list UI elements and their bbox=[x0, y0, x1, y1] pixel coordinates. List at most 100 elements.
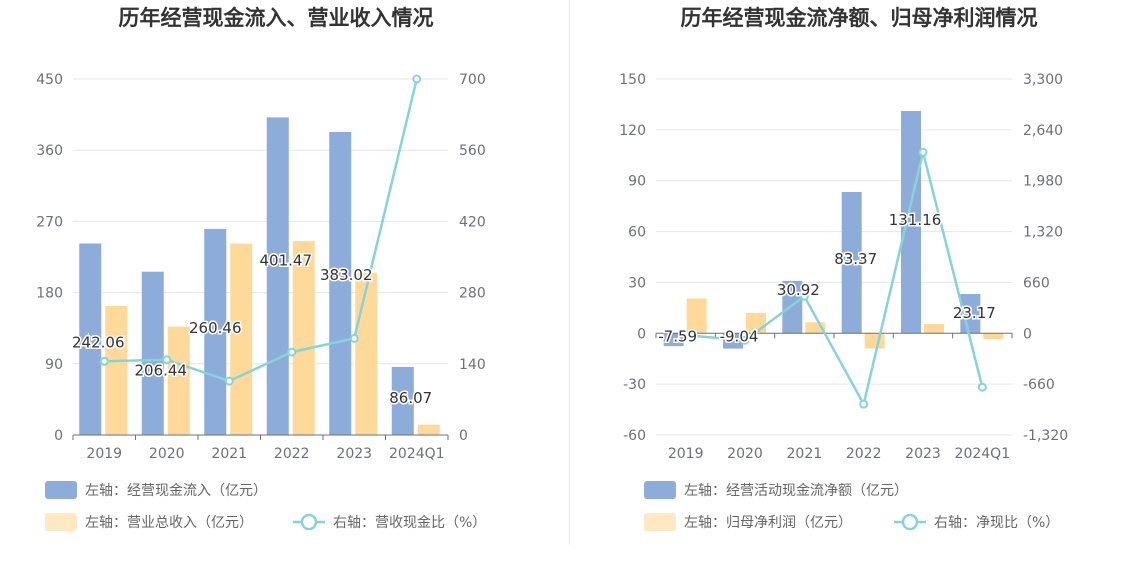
left-right-tick-label: 140 bbox=[459, 357, 486, 373]
left-right-tick-label: 560 bbox=[459, 143, 486, 159]
right-right-tick-label: -660 bbox=[1023, 377, 1055, 393]
panel-divider bbox=[569, 0, 570, 545]
right-left-tick-label: -30 bbox=[623, 377, 646, 393]
left-right-tick-label: 700 bbox=[459, 72, 486, 88]
left-legend-line-marker bbox=[300, 513, 318, 531]
left-category-label: 2022 bbox=[274, 446, 310, 462]
right-legend-swatch bbox=[644, 513, 676, 531]
right-category-label: 2019 bbox=[668, 446, 704, 462]
left-line-series bbox=[104, 78, 418, 383]
left-legend-label: 左轴：营业总收入（亿元） bbox=[85, 515, 253, 531]
left-right-tick-label: 420 bbox=[459, 214, 486, 230]
right-right-tick-label: 2,640 bbox=[1023, 123, 1063, 139]
right-legend-label: 左轴：经营活动现金流净额（亿元） bbox=[684, 483, 908, 499]
right-line-point bbox=[681, 330, 691, 340]
right-left-tick-label: 0 bbox=[637, 326, 646, 342]
left-bar-secondary bbox=[167, 326, 190, 435]
chart-left-svg: 历年经营现金流入、营业收入情况 0 90 180 270 360 450 0 140 280 420… bbox=[36, 6, 486, 531]
left-left-tick-label: 0 bbox=[54, 428, 63, 444]
left-left-tick-label: 360 bbox=[36, 143, 63, 159]
chart-right-svg: 历年经营现金流净额、归母净利润情况 -60 -30 0 30 60 90 120 150 -1,3… bbox=[619, 6, 1068, 531]
right-bar-primary bbox=[723, 333, 743, 349]
chart-panel-right: 历年经营现金流净额、归母净利润情况 -60 -30 0 30 60 90 120 150 -1,3… bbox=[572, 0, 1134, 582]
left-bar-primary bbox=[329, 131, 352, 435]
left-right-tick-label: 280 bbox=[459, 286, 486, 302]
right-line-point bbox=[977, 382, 987, 392]
left-line-point bbox=[287, 347, 297, 357]
right-left-tick-label: 60 bbox=[628, 225, 646, 241]
left-category-label: 2023 bbox=[336, 446, 372, 462]
right-value-label: -9.04 bbox=[720, 327, 759, 345]
right-value-label: 23.17 bbox=[953, 304, 996, 322]
right-right-tick-label: 1,980 bbox=[1023, 174, 1063, 190]
right-right-tick-label: 660 bbox=[1023, 275, 1050, 291]
left-legend-swatch bbox=[45, 481, 77, 499]
left-bar-secondary bbox=[355, 272, 378, 435]
right-bar-primary bbox=[663, 333, 684, 347]
right-bar-primary bbox=[901, 110, 921, 334]
right-category-label: 2024Q1 bbox=[955, 446, 1011, 462]
left-bar-secondary bbox=[105, 306, 128, 435]
right-value-label: 83.37 bbox=[834, 250, 877, 268]
right-left-tick-label: -60 bbox=[623, 428, 646, 444]
right-line-point bbox=[740, 335, 750, 345]
left-bar-secondary bbox=[230, 243, 253, 435]
chart-panel-left: 历年经营现金流入、营业收入情况 0 90 180 270 360 450 0 140 280 420… bbox=[36, 6, 486, 531]
right-legend-label: 右轴：净现比（%） bbox=[934, 515, 1059, 531]
right-left-tick-label: 150 bbox=[619, 72, 646, 88]
left-left-tick-label: 180 bbox=[36, 286, 63, 302]
left-line-point bbox=[99, 356, 109, 366]
left-bar-primary bbox=[266, 117, 289, 435]
right-bar-secondary bbox=[686, 298, 707, 334]
right-bar-secondary bbox=[805, 322, 826, 334]
left-bar-primary bbox=[391, 366, 414, 435]
right-category-label: 2022 bbox=[846, 446, 882, 462]
left-value-label: 86.07 bbox=[389, 389, 432, 407]
right-left-tick-label: 120 bbox=[619, 123, 646, 139]
left-chart-title: 历年经营现金流入、营业收入情况 bbox=[119, 6, 434, 30]
left-left-tick-label: 90 bbox=[45, 357, 63, 373]
right-bar-secondary bbox=[924, 323, 944, 334]
left-value-label: 260.46 bbox=[189, 319, 242, 337]
left-legend-label: 左轴：经营现金流入（亿元） bbox=[85, 483, 267, 499]
left-legend-label: 右轴：营收现金比（%） bbox=[333, 515, 486, 531]
right-right-tick-label: -1,320 bbox=[1023, 428, 1068, 444]
right-chart-title: 历年经营现金流净额、归母净利润情况 bbox=[681, 6, 1038, 30]
left-right-tick-label: 0 bbox=[459, 428, 468, 444]
left-value-label: 242.06 bbox=[72, 334, 125, 352]
right-bar-secondary bbox=[864, 333, 885, 349]
left-category-label: 2024Q1 bbox=[389, 446, 445, 462]
right-right-tick-label: 0 bbox=[1023, 326, 1032, 342]
left-bar-primary bbox=[204, 228, 227, 435]
left-line-point bbox=[412, 74, 422, 84]
right-value-label: 131.16 bbox=[889, 211, 942, 229]
left-legend-swatch bbox=[45, 513, 77, 531]
left-line-point bbox=[224, 376, 234, 386]
right-value-label: -7.59 bbox=[658, 327, 697, 345]
right-line-series bbox=[685, 151, 984, 408]
left-category-label: 2019 bbox=[86, 446, 122, 462]
left-category-label: 2021 bbox=[211, 446, 247, 462]
left-left-tick-label: 450 bbox=[36, 72, 63, 88]
right-left-tick-label: 90 bbox=[628, 174, 646, 190]
left-left-tick-label: 270 bbox=[36, 214, 63, 230]
right-category-label: 2021 bbox=[787, 446, 823, 462]
right-bar-secondary bbox=[983, 333, 1004, 340]
left-line-point bbox=[349, 333, 359, 343]
right-line-point bbox=[918, 147, 928, 157]
left-value-label: 383.02 bbox=[320, 266, 373, 284]
left-bar-secondary bbox=[417, 424, 440, 435]
left-line-point bbox=[162, 355, 172, 365]
left-bar-secondary bbox=[292, 241, 315, 435]
left-category-label: 2020 bbox=[149, 446, 185, 462]
right-left-tick-label: 30 bbox=[628, 275, 646, 291]
right-category-label: 2023 bbox=[905, 446, 941, 462]
right-line-point bbox=[859, 399, 869, 409]
right-bar-primary bbox=[841, 191, 862, 334]
right-right-tick-label: 1,320 bbox=[1023, 225, 1063, 241]
right-category-label: 2020 bbox=[727, 446, 763, 462]
right-legend-label: 左轴：归母净利润（亿元） bbox=[684, 514, 852, 531]
right-right-tick-label: 3,300 bbox=[1023, 72, 1063, 88]
left-bar-primary bbox=[79, 243, 102, 435]
left-bar-primary bbox=[141, 271, 164, 435]
